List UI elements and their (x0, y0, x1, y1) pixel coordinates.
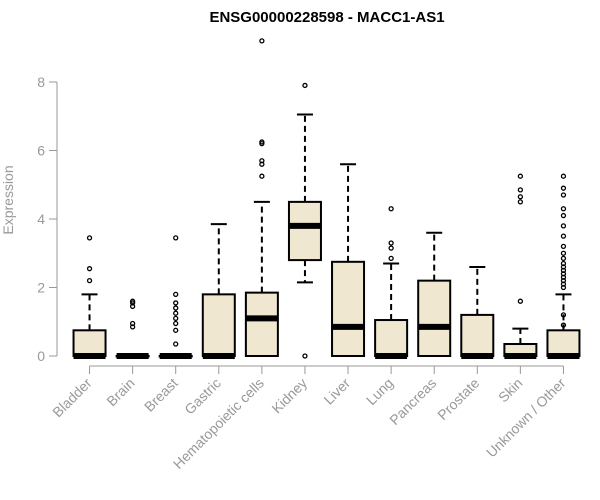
box-group (374, 206, 409, 359)
box-group (72, 235, 107, 359)
outlier-point (86, 235, 93, 241)
x-tick-label: Bladder (49, 375, 95, 421)
outlier-point (517, 199, 524, 205)
outlier-point (560, 206, 567, 212)
box-iqr (374, 319, 409, 358)
box-group (201, 223, 236, 359)
box-iqr (546, 329, 581, 357)
x-tick-label: Lung (363, 375, 396, 408)
outlier-point (129, 320, 136, 327)
outlier-point (129, 298, 136, 304)
y-axis: 0 2 4 6 8 (37, 74, 58, 364)
outlier-point (388, 245, 394, 251)
outlier-point (560, 212, 567, 219)
x-tick-label: Unknown / Other (483, 375, 569, 461)
box-iqr (201, 293, 236, 358)
outlier-point (517, 298, 524, 304)
y-tick-label: 0 (37, 348, 45, 364)
outlier-point (560, 250, 567, 256)
box-iqr (417, 279, 452, 357)
y-tick-label: 6 (37, 143, 45, 159)
outlier-point (517, 194, 524, 200)
outlier-point (560, 233, 567, 239)
outlier-point (173, 300, 179, 306)
x-tick-label: Gastric (181, 375, 224, 418)
box-series (72, 38, 581, 359)
outlier-point (560, 185, 567, 191)
box-group (158, 235, 193, 359)
x-tick-label: Kidney (268, 375, 310, 417)
outlier-point (302, 353, 308, 359)
outlier-point (173, 310, 179, 316)
outlier-point (560, 255, 567, 262)
outlier-point (173, 327, 179, 333)
y-tick-label: 8 (37, 74, 45, 90)
outlier-point (560, 192, 567, 198)
outlier-point (517, 173, 524, 179)
x-tick-label: Liver (320, 375, 353, 408)
outlier-point (560, 322, 567, 328)
outlier-point (173, 291, 179, 298)
outlier-point (259, 139, 265, 145)
x-tick-label: Brain (103, 375, 137, 409)
outlier-point (173, 235, 179, 241)
outlier-point (388, 240, 394, 246)
outlier-point (173, 320, 179, 327)
outlier-point (173, 315, 179, 321)
outlier-point (560, 312, 567, 318)
y-axis-label: Expression (0, 165, 16, 234)
box-group (115, 298, 150, 359)
chart-title: ENSG00000228598 - MACC1-AS1 (209, 9, 444, 26)
outlier-point (173, 305, 179, 311)
box-group (546, 173, 581, 359)
outlier-point (259, 173, 265, 179)
box-group (460, 265, 495, 359)
x-tick-label: Skin (495, 375, 526, 406)
outlier-point (388, 255, 394, 262)
outlier-point (560, 223, 567, 229)
outlier-point (302, 82, 308, 89)
x-tick-label: Pancreas (386, 375, 439, 428)
x-tick-label: Prostate (434, 375, 482, 423)
outlier-point (517, 187, 524, 193)
outlier-point (86, 266, 93, 272)
box-iqr (460, 313, 495, 357)
outlier-point (560, 260, 567, 267)
box-iqr (244, 291, 279, 358)
x-tick-label: Breast (141, 375, 181, 415)
box-iqr (287, 200, 322, 262)
outlier-point (259, 158, 265, 164)
y-tick-label: 2 (37, 280, 45, 296)
outlier-point (173, 341, 179, 347)
box-iqr (331, 260, 366, 357)
outlier-point (388, 206, 394, 212)
outlier-point (560, 173, 567, 179)
outlier-point (259, 38, 265, 44)
outlier-point (86, 277, 93, 284)
outlier-point (560, 243, 567, 250)
box-group (287, 82, 322, 359)
box-iqr (72, 329, 107, 357)
y-tick-label: 4 (37, 211, 45, 227)
box-group (331, 163, 366, 357)
box-group (244, 38, 279, 358)
box-group (503, 173, 538, 359)
box-group (417, 231, 452, 357)
